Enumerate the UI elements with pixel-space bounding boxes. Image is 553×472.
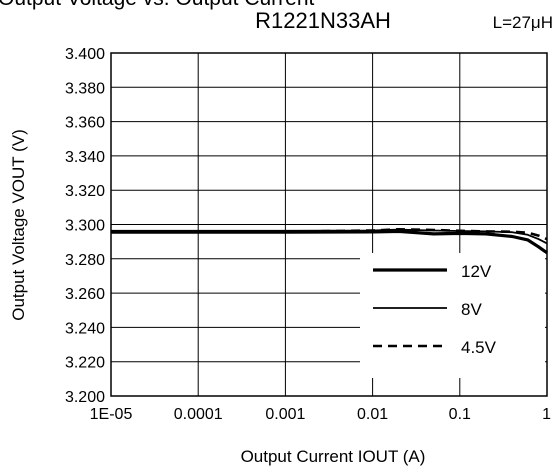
y-tick-label: 3.200 — [65, 389, 105, 406]
y-tick-label: 3.300 — [65, 218, 105, 235]
axes: 3.200 3.220 3.240 3.260 3.280 3.300 3.320 3.340… — [65, 46, 551, 423]
legend-label: 12V — [461, 262, 492, 281]
y-tick-label: 3.380 — [65, 80, 105, 97]
legend-label: 4.5V — [461, 338, 497, 357]
plot-frame — [110, 52, 548, 397]
x-tick-label: 0.1 — [449, 406, 471, 423]
y-tick-label: 3.360 — [65, 115, 105, 132]
x-axis-label: Output Current IOUT (A) — [241, 447, 426, 466]
y-axis-label: Output Voltage VOUT (V) — [9, 129, 28, 321]
series-line-12v — [111, 229, 548, 255]
legend-label: 8V — [461, 300, 482, 319]
series-group — [111, 228, 548, 255]
clipped-heading: Output Voltage vs. Output Current — [0, 0, 314, 11]
chart-title: R1221N33AH — [255, 8, 391, 33]
x-tick-label: 0.001 — [265, 406, 305, 423]
series-line-4-5v — [111, 228, 548, 241]
legend: 12V 8V 4.5V — [360, 253, 545, 378]
y-tick-label: 3.280 — [65, 252, 105, 269]
y-tick-label: 3.340 — [65, 149, 105, 166]
y-tick-label: 3.260 — [65, 286, 105, 303]
x-tick-label: 0.01 — [357, 406, 388, 423]
y-tick-label: 3.240 — [65, 320, 105, 337]
y-tick-label: 3.320 — [65, 183, 105, 200]
legend-box — [360, 253, 545, 378]
chart-subtitle: L=27μH — [493, 13, 553, 32]
y-tick-label: 3.220 — [65, 355, 105, 372]
x-tick-label: 1 — [542, 406, 551, 423]
x-tick-label: 0.0001 — [174, 406, 223, 423]
x-tick-label: 1E-05 — [90, 406, 133, 423]
y-tick-label: 3.400 — [65, 46, 105, 63]
